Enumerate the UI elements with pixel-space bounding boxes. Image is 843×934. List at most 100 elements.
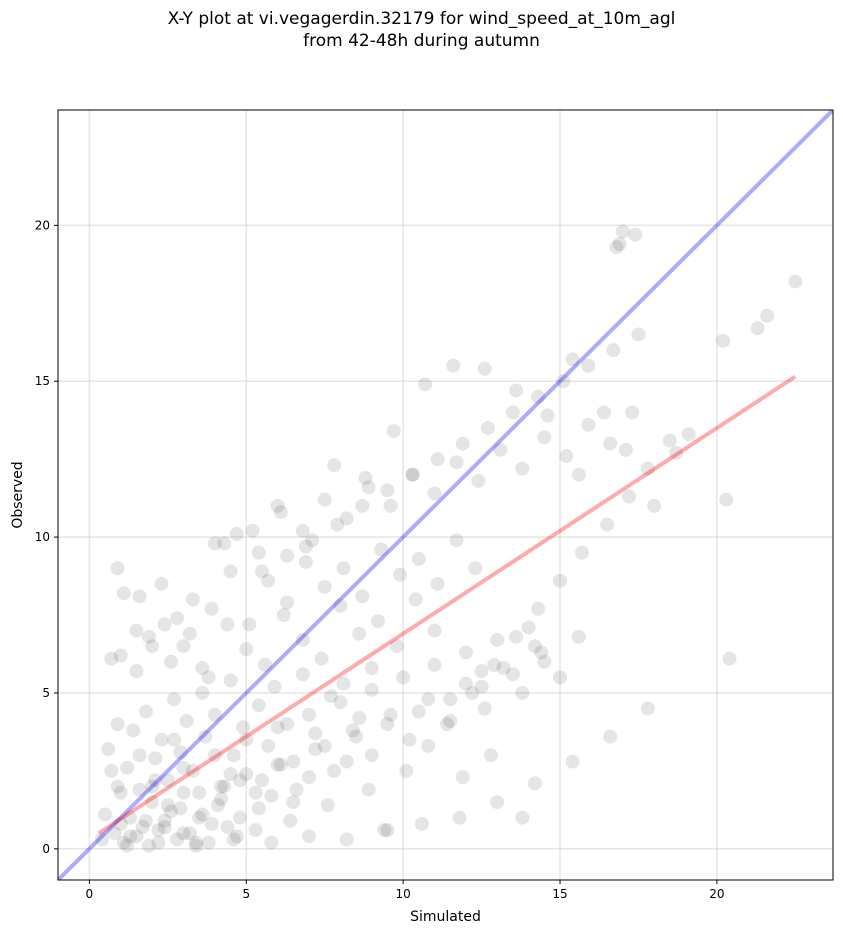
data-point: [151, 823, 166, 838]
data-point: [383, 498, 398, 513]
data-point: [443, 714, 458, 729]
data-point: [537, 430, 552, 445]
data-point: [258, 657, 273, 672]
data-point: [581, 417, 596, 432]
data-point: [132, 782, 147, 797]
data-point: [355, 589, 370, 604]
data-point: [336, 561, 351, 576]
data-point: [339, 832, 354, 847]
data-point: [527, 776, 542, 791]
data-point: [192, 785, 207, 800]
data-point: [440, 717, 455, 732]
data-point: [298, 555, 313, 570]
data-point: [132, 748, 147, 763]
data-point: [182, 826, 197, 841]
data-point: [138, 813, 153, 828]
data-point: [207, 748, 222, 763]
data-point: [157, 813, 172, 828]
data-point: [465, 685, 480, 700]
data-point: [389, 639, 404, 654]
data-point: [267, 679, 282, 694]
data-point: [110, 561, 125, 576]
data-point: [129, 623, 144, 638]
data-point: [107, 826, 122, 841]
data-point: [361, 480, 376, 495]
data-point: [214, 791, 229, 806]
data-point: [719, 492, 734, 507]
data-point: [232, 810, 247, 825]
data-point: [565, 754, 580, 769]
data-point: [477, 361, 492, 376]
data-point: [540, 408, 555, 423]
data-point: [214, 779, 229, 794]
data-point: [176, 639, 191, 654]
data-point: [345, 723, 360, 738]
data-point: [302, 770, 317, 785]
data-point: [167, 692, 182, 707]
data-point: [198, 729, 213, 744]
data-point: [493, 442, 508, 457]
data-point: [229, 526, 244, 541]
data-point: [289, 782, 304, 797]
data-point: [414, 816, 429, 831]
data-point: [201, 835, 216, 850]
y-tick-label: 20: [35, 218, 50, 232]
data-point: [135, 820, 150, 835]
data-point: [446, 358, 461, 373]
data-point: [458, 676, 473, 691]
data-point: [430, 452, 445, 467]
data-point: [355, 498, 370, 513]
data-point: [201, 670, 216, 685]
data-point: [411, 551, 426, 566]
data-point: [490, 632, 505, 647]
data-point: [615, 224, 630, 239]
data-point: [273, 757, 288, 772]
data-point: [195, 807, 210, 822]
data-point: [179, 714, 194, 729]
data-point: [176, 826, 191, 841]
data-point: [333, 695, 348, 710]
data-point: [383, 707, 398, 722]
data-point: [223, 767, 238, 782]
data-point: [148, 751, 163, 766]
data-point: [361, 782, 376, 797]
data-point: [170, 611, 185, 626]
data-point: [490, 795, 505, 810]
data-point: [145, 779, 160, 794]
data-point: [455, 436, 470, 451]
data-point: [317, 492, 332, 507]
data-point: [669, 445, 684, 460]
data-point: [474, 679, 489, 694]
data-point: [138, 704, 153, 719]
data-point: [305, 533, 320, 548]
data-point: [716, 333, 731, 348]
data-point: [207, 707, 222, 722]
data-point: [123, 829, 138, 844]
data-point: [380, 717, 395, 732]
y-tick-label: 15: [35, 374, 50, 388]
data-point: [195, 661, 210, 676]
data-point: [427, 623, 442, 638]
data-point: [270, 720, 285, 735]
data-point: [600, 517, 615, 532]
data-point: [104, 651, 119, 666]
data-point: [349, 729, 364, 744]
data-point: [622, 489, 637, 504]
data-point: [98, 807, 113, 822]
data-point: [571, 467, 586, 482]
data-point: [167, 732, 182, 747]
data-point: [509, 629, 524, 644]
data-point: [647, 498, 662, 513]
data-point: [295, 632, 310, 647]
data-point: [110, 717, 125, 732]
plot-area-frame: [57, 109, 834, 881]
data-point: [515, 685, 530, 700]
data-point: [264, 835, 279, 850]
data-point: [317, 579, 332, 594]
data-point: [141, 838, 156, 853]
data-point: [251, 801, 266, 816]
data-point: [264, 788, 279, 803]
data-point: [232, 773, 247, 788]
x-axis-label: Simulated: [410, 909, 481, 925]
